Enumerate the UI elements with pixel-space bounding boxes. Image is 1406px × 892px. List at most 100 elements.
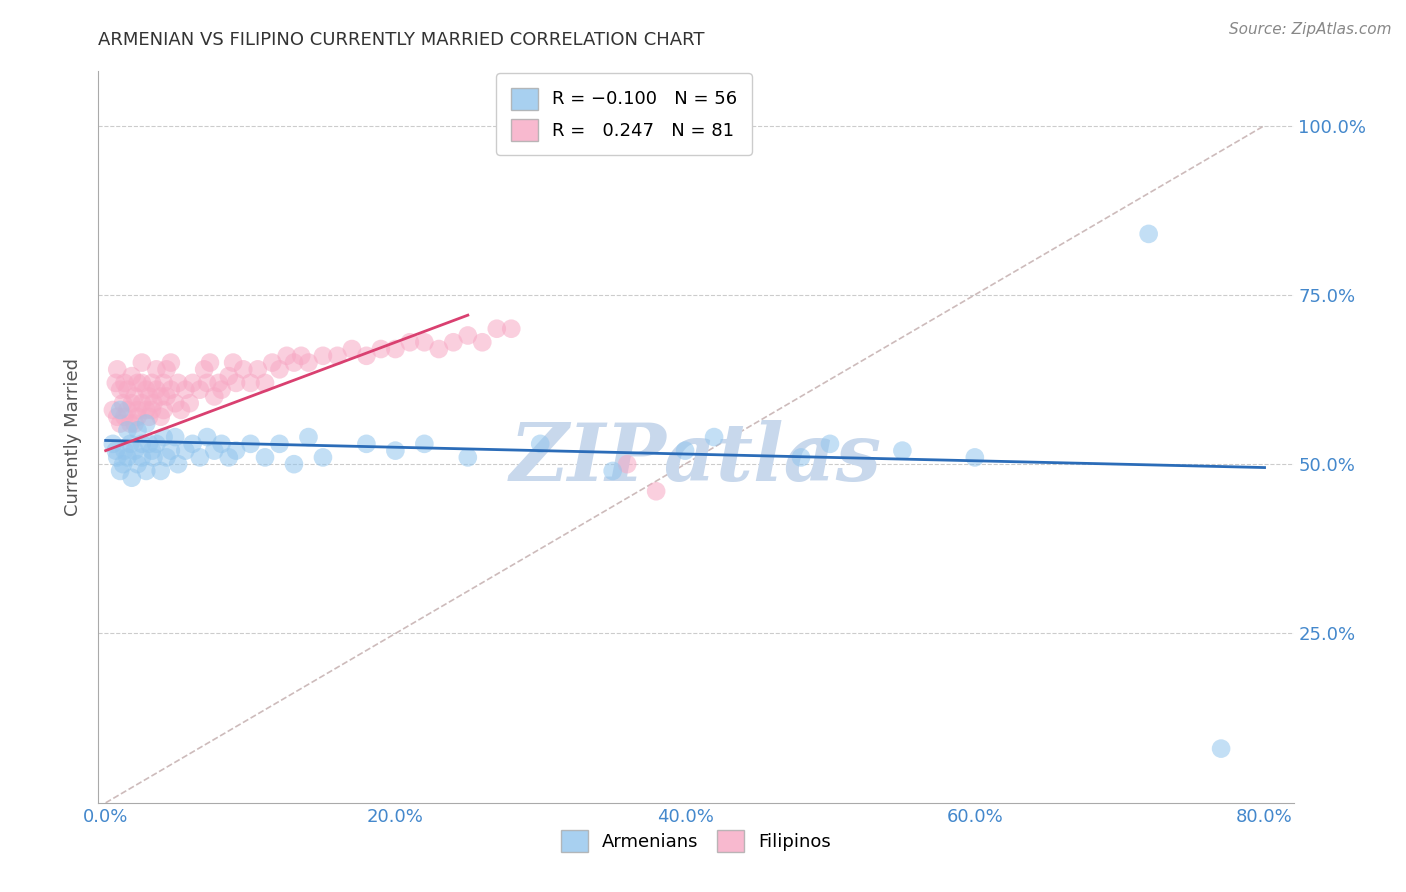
Point xyxy=(155,450,177,465)
Point xyxy=(127,403,149,417)
Point xyxy=(290,349,312,363)
Point xyxy=(131,396,153,410)
Point xyxy=(673,443,696,458)
Point xyxy=(246,362,269,376)
Point xyxy=(141,443,163,458)
Point xyxy=(145,362,167,376)
Point xyxy=(891,443,914,458)
Point xyxy=(193,362,215,376)
Point xyxy=(112,457,135,471)
Point xyxy=(155,362,177,376)
Point xyxy=(124,443,146,458)
Legend: Armenians, Filipinos: Armenians, Filipinos xyxy=(554,823,838,860)
Point xyxy=(112,396,135,410)
Point xyxy=(124,389,146,403)
Point xyxy=(149,409,172,424)
Y-axis label: Currently Married: Currently Married xyxy=(65,358,83,516)
Point xyxy=(384,342,406,356)
Point xyxy=(356,349,378,363)
Point xyxy=(174,443,197,458)
Point xyxy=(127,457,149,471)
Point xyxy=(127,423,149,437)
Point xyxy=(105,409,128,424)
Point xyxy=(101,437,124,451)
Point xyxy=(262,355,284,369)
Point xyxy=(167,376,190,390)
Point xyxy=(141,403,163,417)
Point xyxy=(145,383,167,397)
Point xyxy=(253,450,276,465)
Point xyxy=(616,457,638,471)
Point xyxy=(120,437,142,451)
Point xyxy=(160,443,183,458)
Point xyxy=(218,450,240,465)
Point xyxy=(211,383,233,397)
Text: Source: ZipAtlas.com: Source: ZipAtlas.com xyxy=(1229,22,1392,37)
Point xyxy=(384,443,406,458)
Point xyxy=(312,450,335,465)
Point xyxy=(142,396,165,410)
Point xyxy=(138,389,160,403)
Point xyxy=(104,443,127,458)
Point xyxy=(120,417,142,431)
Point xyxy=(1137,227,1160,241)
Point xyxy=(225,443,247,458)
Point xyxy=(131,450,153,465)
Point xyxy=(152,430,174,444)
Point xyxy=(142,450,165,465)
Point xyxy=(152,376,174,390)
Point xyxy=(818,437,841,451)
Point xyxy=(170,403,193,417)
Point xyxy=(114,409,136,424)
Point xyxy=(703,430,725,444)
Point xyxy=(529,437,551,451)
Point xyxy=(340,342,363,356)
Point xyxy=(174,383,197,397)
Point xyxy=(152,403,174,417)
Point xyxy=(188,450,211,465)
Point xyxy=(198,355,221,369)
Point xyxy=(121,369,143,384)
Point xyxy=(501,322,523,336)
Point xyxy=(114,443,136,458)
Point xyxy=(108,417,131,431)
Point xyxy=(195,376,218,390)
Point xyxy=(117,450,139,465)
Point xyxy=(149,389,172,403)
Point xyxy=(121,471,143,485)
Point xyxy=(141,376,163,390)
Point xyxy=(181,376,204,390)
Point xyxy=(239,437,262,451)
Point xyxy=(131,437,153,451)
Point xyxy=(269,437,291,451)
Point xyxy=(124,417,146,431)
Point xyxy=(149,464,172,478)
Point xyxy=(1209,741,1232,756)
Point xyxy=(117,383,139,397)
Point xyxy=(135,464,157,478)
Point xyxy=(457,328,479,343)
Point xyxy=(104,376,127,390)
Text: ARMENIAN VS FILIPINO CURRENTLY MARRIED CORRELATION CHART: ARMENIAN VS FILIPINO CURRENTLY MARRIED C… xyxy=(98,31,704,49)
Point xyxy=(356,437,378,451)
Point xyxy=(131,355,153,369)
Point xyxy=(326,349,349,363)
Point xyxy=(208,376,231,390)
Point xyxy=(121,396,143,410)
Point xyxy=(312,349,335,363)
Point xyxy=(413,335,436,350)
Point xyxy=(427,342,450,356)
Point xyxy=(127,409,149,424)
Point xyxy=(181,437,204,451)
Point xyxy=(108,464,131,478)
Point xyxy=(602,464,624,478)
Point xyxy=(370,342,392,356)
Point xyxy=(239,376,262,390)
Point xyxy=(108,383,131,397)
Point xyxy=(283,355,305,369)
Point xyxy=(413,437,436,451)
Point xyxy=(232,362,254,376)
Point xyxy=(963,450,986,465)
Point xyxy=(441,335,464,350)
Point xyxy=(145,437,167,451)
